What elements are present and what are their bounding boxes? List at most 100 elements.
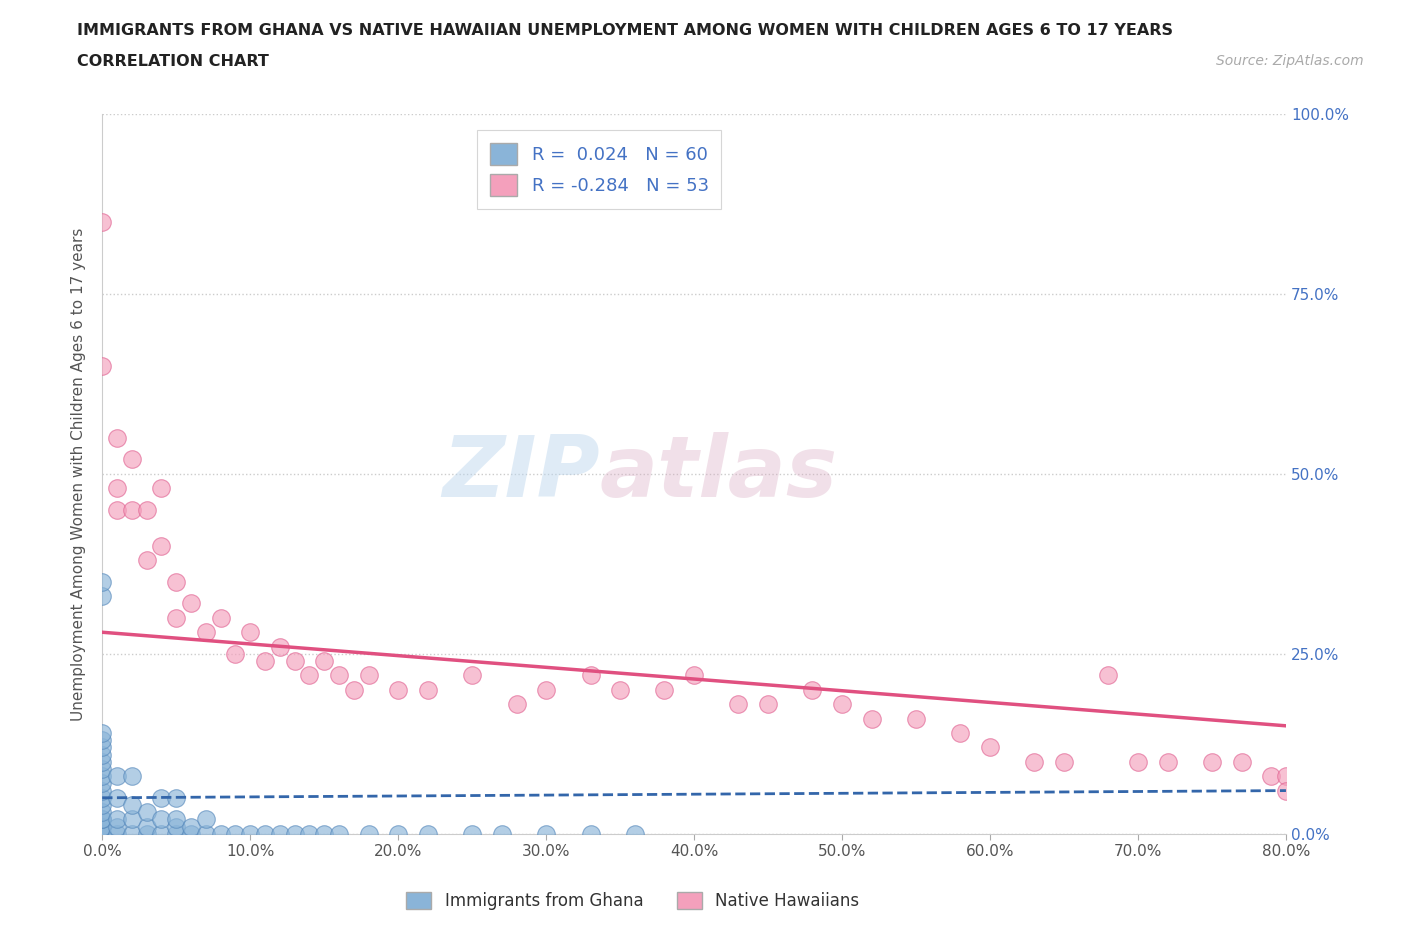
Point [387, 683, 409, 698]
Point [135, 502, 157, 517]
Text: atlas: atlas [599, 432, 838, 515]
Point [150, 481, 173, 496]
Point [357, 827, 380, 842]
Point [624, 827, 647, 842]
Point [91, 827, 114, 842]
Point [180, 596, 202, 611]
Y-axis label: Unemployment Among Women with Children Ages 6 to 17 years: Unemployment Among Women with Children A… [72, 227, 86, 721]
Point [91, 215, 114, 230]
Point [683, 668, 706, 683]
Point [905, 711, 928, 726]
Point [1275, 783, 1298, 798]
Point [194, 812, 217, 827]
Point [121, 812, 143, 827]
Point [91, 776, 114, 790]
Point [91, 358, 114, 373]
Point [579, 827, 602, 842]
Point [105, 431, 128, 445]
Point [579, 668, 602, 683]
Point [284, 654, 307, 669]
Point [150, 790, 173, 805]
Legend: Immigrants from Ghana, Native Hawaiians: Immigrants from Ghana, Native Hawaiians [399, 885, 866, 917]
Point [1260, 769, 1282, 784]
Point [1097, 668, 1119, 683]
Point [105, 790, 128, 805]
Point [91, 589, 114, 604]
Point [91, 747, 114, 762]
Point [105, 481, 128, 496]
Point [1126, 754, 1149, 769]
Point [91, 754, 114, 769]
Point [91, 790, 114, 805]
Point [1156, 754, 1178, 769]
Point [284, 827, 307, 842]
Legend: R =  0.024   N = 60, R = -0.284   N = 53: R = 0.024 N = 60, R = -0.284 N = 53 [478, 130, 721, 208]
Point [91, 812, 114, 827]
Point [534, 827, 557, 842]
Point [209, 610, 232, 625]
Point [831, 697, 853, 711]
Point [224, 827, 246, 842]
Point [194, 827, 217, 842]
Point [165, 790, 187, 805]
Point [505, 697, 527, 711]
Point [949, 725, 972, 740]
Point [357, 668, 380, 683]
Point [416, 827, 439, 842]
Text: IMMIGRANTS FROM GHANA VS NATIVE HAWAIIAN UNEMPLOYMENT AMONG WOMEN WITH CHILDREN : IMMIGRANTS FROM GHANA VS NATIVE HAWAIIAN… [77, 23, 1174, 38]
Point [269, 827, 291, 842]
Point [1275, 769, 1298, 784]
Point [194, 625, 217, 640]
Point [209, 827, 232, 842]
Point [328, 827, 350, 842]
Point [239, 625, 262, 640]
Point [727, 697, 749, 711]
Point [1201, 754, 1223, 769]
Point [150, 827, 173, 842]
Point [491, 827, 513, 842]
Point [91, 827, 114, 842]
Point [91, 827, 114, 842]
Point [298, 827, 321, 842]
Point [91, 740, 114, 755]
Point [135, 804, 157, 819]
Point [1024, 754, 1046, 769]
Point [387, 827, 409, 842]
Point [121, 452, 143, 467]
Point [91, 762, 114, 777]
Point [756, 697, 779, 711]
Point [91, 804, 114, 819]
Point [150, 538, 173, 553]
Point [165, 575, 187, 590]
Point [91, 827, 114, 842]
Point [135, 827, 157, 842]
Point [461, 827, 484, 842]
Point [165, 827, 187, 842]
Point [314, 827, 336, 842]
Point [180, 819, 202, 834]
Point [314, 654, 336, 669]
Point [180, 827, 202, 842]
Point [239, 827, 262, 842]
Text: ZIP: ZIP [441, 432, 599, 515]
Point [105, 819, 128, 834]
Point [609, 683, 631, 698]
Point [328, 668, 350, 683]
Point [121, 798, 143, 813]
Point [105, 502, 128, 517]
Point [416, 683, 439, 698]
Point [253, 654, 276, 669]
Point [253, 827, 276, 842]
Point [343, 683, 366, 698]
Point [121, 769, 143, 784]
Point [91, 798, 114, 813]
Point [860, 711, 883, 726]
Point [1053, 754, 1076, 769]
Text: Source: ZipAtlas.com: Source: ZipAtlas.com [1216, 54, 1364, 68]
Point [121, 502, 143, 517]
Point [91, 575, 114, 590]
Point [91, 812, 114, 827]
Point [165, 610, 187, 625]
Point [165, 812, 187, 827]
Point [534, 683, 557, 698]
